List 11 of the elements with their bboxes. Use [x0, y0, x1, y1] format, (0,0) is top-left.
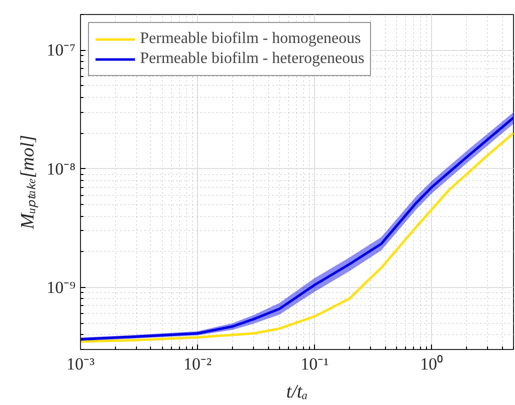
x-tick-label: 10⁰: [420, 354, 444, 374]
legend-label: Permeable biofilm - heterogeneous: [140, 50, 364, 68]
y-tick-label: 10⁻⁸: [46, 159, 76, 178]
y-axis-title: Mᵤₚₜₐₖₑ[mol]: [18, 134, 39, 230]
x-tick-label: 10⁻¹: [300, 354, 329, 374]
y-tick-label: 10⁻⁷: [46, 40, 76, 60]
x-tick-label: 10⁻³: [66, 354, 95, 374]
x-axis-title: t/tₐ: [286, 382, 308, 402]
legend-label: Permeable biofilm - homogeneous: [140, 30, 361, 48]
x-tick-label: 10⁻²: [184, 354, 212, 374]
y-tick-label: 10⁻⁹: [46, 278, 76, 297]
